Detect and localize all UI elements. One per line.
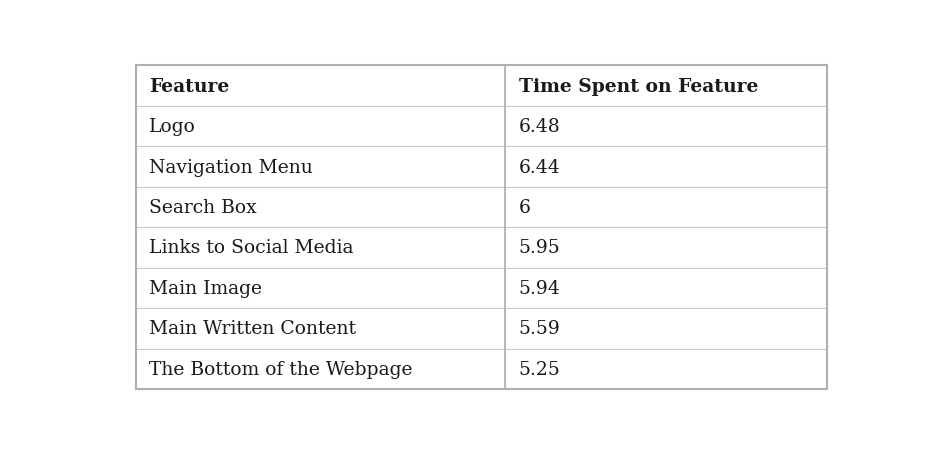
- Text: Time Spent on Feature: Time Spent on Feature: [518, 78, 758, 96]
- Text: 6.48: 6.48: [518, 118, 561, 136]
- Text: 5.59: 5.59: [518, 320, 561, 338]
- Text: Logo: Logo: [148, 118, 195, 136]
- Text: Navigation Menu: Navigation Menu: [148, 158, 313, 176]
- Text: 5.94: 5.94: [518, 279, 561, 297]
- Text: Main Image: Main Image: [148, 279, 262, 297]
- Text: 6.44: 6.44: [518, 158, 561, 176]
- Text: Main Written Content: Main Written Content: [148, 320, 356, 338]
- Text: 5.95: 5.95: [518, 239, 561, 257]
- Text: Feature: Feature: [148, 78, 229, 96]
- Text: The Bottom of the Webpage: The Bottom of the Webpage: [148, 360, 412, 378]
- Text: 5.25: 5.25: [518, 360, 561, 378]
- Text: Links to Social Media: Links to Social Media: [148, 239, 353, 257]
- Text: Search Box: Search Box: [148, 198, 256, 216]
- Text: 6: 6: [518, 198, 531, 216]
